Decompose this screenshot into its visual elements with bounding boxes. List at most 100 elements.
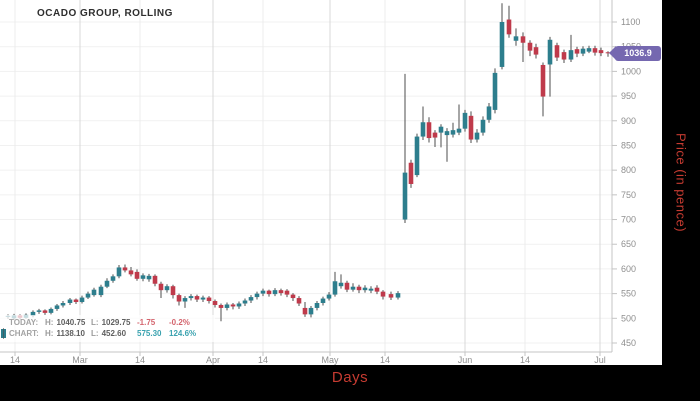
candle-body	[368, 288, 374, 291]
candle-body	[308, 307, 314, 315]
candlestick	[432, 130, 438, 147]
candlestick	[605, 51, 611, 57]
y-tick-label: 500	[621, 313, 636, 323]
candle-body	[236, 303, 242, 307]
candle-body	[188, 296, 194, 299]
candlestick	[122, 264, 128, 273]
candlestick	[338, 274, 344, 289]
candle-body	[91, 289, 97, 296]
candle-body	[380, 291, 386, 297]
candle-body	[140, 275, 146, 279]
candle-body	[176, 295, 182, 302]
candlestick	[580, 46, 586, 57]
legend-today-label: TODAY:	[9, 318, 39, 327]
candle-body	[338, 282, 344, 287]
candlestick	[402, 73, 408, 223]
candle-body	[332, 281, 338, 295]
candle-body	[266, 290, 272, 295]
candle-body	[592, 48, 598, 53]
y-tick-label: 1100	[621, 17, 640, 27]
candlestick	[332, 271, 338, 297]
candle-body	[568, 50, 574, 60]
candlestick	[374, 285, 380, 295]
candlestick	[426, 117, 432, 143]
candle-body	[278, 290, 284, 294]
y-tick-label: 750	[621, 190, 636, 200]
y-axis-title: Price (in pence)	[673, 132, 689, 233]
candlestick	[206, 296, 212, 304]
candlestick	[308, 305, 314, 318]
candle-body	[272, 290, 278, 295]
candle-body	[200, 297, 206, 300]
x-tick-label: 14	[520, 355, 530, 365]
candle-body	[374, 287, 380, 292]
y-tick-label: 950	[621, 91, 636, 101]
candlestick	[380, 290, 386, 300]
candlestick	[42, 309, 48, 315]
candle-body	[230, 304, 236, 307]
candlestick	[272, 288, 278, 297]
x-tick-label: 14	[135, 355, 145, 365]
legend-chart-change-pct: 124.6%	[169, 329, 197, 338]
candlestick	[73, 298, 79, 304]
candle-body	[36, 310, 42, 312]
candlestick	[254, 291, 260, 300]
x-tick-label: 14	[258, 355, 268, 365]
candlestick	[260, 288, 266, 297]
candle-body	[444, 131, 450, 136]
candlestick	[408, 159, 414, 188]
chart-svg: 1100105010009509008508007507006506005505…	[0, 0, 641, 365]
candle-body	[527, 42, 533, 51]
candlestick	[85, 291, 91, 300]
candlestick	[266, 289, 272, 297]
candlestick	[486, 102, 492, 123]
candlestick	[520, 32, 526, 63]
candlestick	[533, 43, 539, 59]
candlestick	[527, 40, 533, 57]
candlestick	[554, 42, 560, 62]
candlestick	[188, 294, 194, 301]
legend-chart-label: CHART:	[9, 329, 39, 338]
candle-body	[456, 128, 462, 133]
candlestick	[592, 45, 598, 56]
candlestick	[104, 278, 110, 289]
candle-body	[85, 293, 91, 298]
candlestick	[568, 34, 574, 63]
candlestick	[79, 295, 85, 304]
y-tick-label: 650	[621, 239, 636, 249]
candlestick	[134, 269, 140, 281]
candlestick	[236, 301, 242, 309]
candlestick	[248, 295, 254, 303]
candle-body	[164, 286, 170, 291]
y-tick-label: 600	[621, 264, 636, 274]
candle-body	[492, 72, 498, 110]
candlestick	[224, 302, 230, 311]
candle-body	[402, 172, 408, 220]
candle-body	[547, 39, 553, 65]
candle-body	[506, 19, 512, 35]
candlestick	[314, 301, 320, 311]
x-tick-label: 14	[10, 355, 20, 365]
candle-body	[54, 305, 60, 309]
candle-body	[128, 270, 134, 275]
candle-body	[356, 286, 362, 291]
legend-today-low: L: 1029.75	[91, 318, 131, 327]
candle-body	[73, 299, 79, 303]
candle-body	[474, 132, 480, 140]
last-price-value: 1036.9	[624, 47, 652, 58]
y-tick-label: 850	[621, 140, 636, 150]
legend-today-change: -1.75	[137, 318, 156, 327]
candlestick	[499, 3, 505, 70]
candlestick	[164, 284, 170, 293]
x-tick-label: Mar	[72, 355, 88, 365]
candlestick	[513, 28, 519, 46]
candle-body	[414, 136, 420, 176]
candlestick	[547, 36, 553, 97]
candle-body	[206, 297, 212, 302]
candle-body	[350, 286, 356, 290]
candlestick	[146, 273, 152, 282]
candle-body	[170, 286, 176, 296]
candlestick	[362, 285, 368, 293]
legend-chart-low: L: 452.60	[91, 329, 127, 338]
